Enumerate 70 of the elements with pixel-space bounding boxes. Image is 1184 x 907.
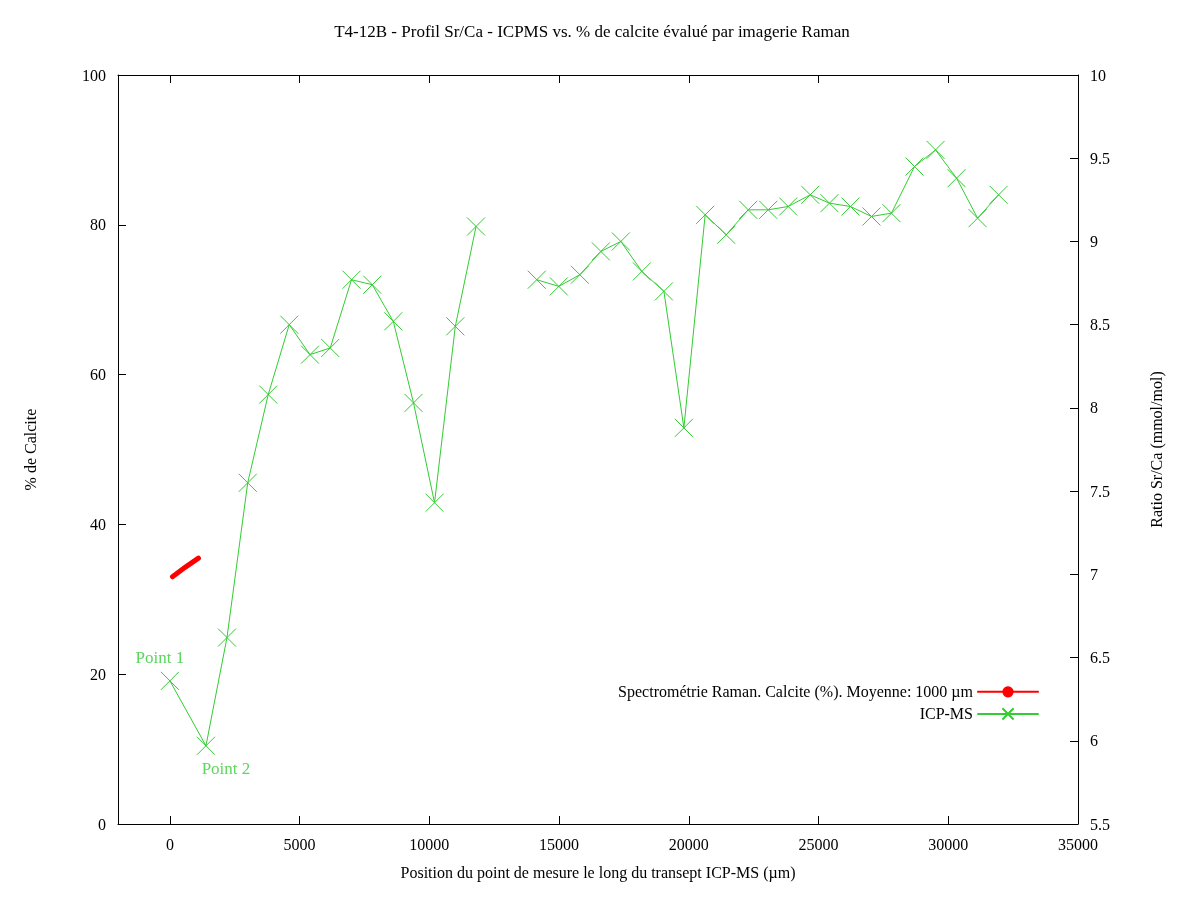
x-tick-label: 5000 xyxy=(283,835,316,853)
y-tick-label: 100 xyxy=(82,66,106,84)
x-tick-label: 15000 xyxy=(539,835,580,853)
y2-tick-label: 6.5 xyxy=(1090,649,1110,667)
point xyxy=(778,196,798,216)
point xyxy=(160,671,180,691)
y-tick-label: 40 xyxy=(90,515,106,533)
x-tick-label: 35000 xyxy=(1058,835,1098,853)
point xyxy=(362,275,382,295)
y2-tick-label: 10 xyxy=(1090,66,1106,84)
point xyxy=(320,338,340,358)
point xyxy=(342,270,362,290)
point xyxy=(549,276,569,296)
point xyxy=(466,216,486,236)
point xyxy=(840,196,860,216)
point xyxy=(716,225,736,245)
y2-tick-label: 7.5 xyxy=(1090,482,1110,500)
annotation: Point 1 xyxy=(135,648,185,668)
point xyxy=(654,281,674,301)
y2-tick-label: 9 xyxy=(1090,232,1098,250)
point xyxy=(968,208,988,228)
point xyxy=(861,206,881,226)
annotation: Point 2 xyxy=(201,759,251,779)
y2-tick-label: 6 xyxy=(1090,732,1098,750)
point xyxy=(445,316,465,336)
point xyxy=(905,157,925,177)
point xyxy=(819,193,839,213)
point xyxy=(947,168,967,188)
legend-label: Spectrométrie Raman. Calcite (%). Moyenne: 1000 µm xyxy=(618,683,974,702)
y2-tick-label: 8.5 xyxy=(1090,316,1110,334)
point xyxy=(989,185,1009,205)
y-tick-label: 60 xyxy=(90,366,106,384)
point xyxy=(570,265,590,285)
point xyxy=(881,203,901,223)
point xyxy=(738,200,758,220)
point xyxy=(611,231,631,251)
x-tick-label: 10000 xyxy=(409,835,450,853)
point xyxy=(758,200,778,220)
y2-tick-label: 9.5 xyxy=(1090,149,1110,167)
point xyxy=(926,140,946,160)
x-tick-label: 30000 xyxy=(928,835,969,853)
point xyxy=(591,241,611,261)
x-tick-label: 20000 xyxy=(668,835,709,853)
point xyxy=(674,418,694,438)
point xyxy=(527,270,547,290)
point xyxy=(217,628,237,648)
y2-axis-title: Ratio Sr/Ca (mmol/mol) xyxy=(1147,371,1166,528)
y2-tick-label: 5.5 xyxy=(1090,815,1110,833)
chart-title: T4-12B - Profil Sr/Ca - ICPMS vs. % de calcite évalué par imagerie Raman xyxy=(334,22,851,41)
y2-tick-label: 7 xyxy=(1090,565,1098,583)
point xyxy=(695,205,715,225)
point xyxy=(238,473,258,493)
y-axis-title: % de Calcite xyxy=(21,408,39,491)
point xyxy=(196,736,216,756)
x-axis-title: Position du point de mesure le long du transept ICP-MS (µm) xyxy=(400,863,796,882)
point xyxy=(258,385,278,405)
x-tick-label: 0 xyxy=(165,835,174,853)
point xyxy=(404,393,424,413)
point xyxy=(300,345,320,365)
x-tick-label: 25000 xyxy=(798,835,839,853)
y-tick-label: 0 xyxy=(98,815,106,833)
y-tick-label: 80 xyxy=(90,216,106,234)
y-tick-label: 20 xyxy=(90,665,106,683)
point xyxy=(383,311,403,331)
point xyxy=(632,261,652,281)
point xyxy=(425,493,445,513)
point xyxy=(800,185,820,205)
y2-tick-label: 8 xyxy=(1090,399,1098,417)
legend-label: ICP-MS xyxy=(919,705,973,723)
point xyxy=(279,315,299,335)
